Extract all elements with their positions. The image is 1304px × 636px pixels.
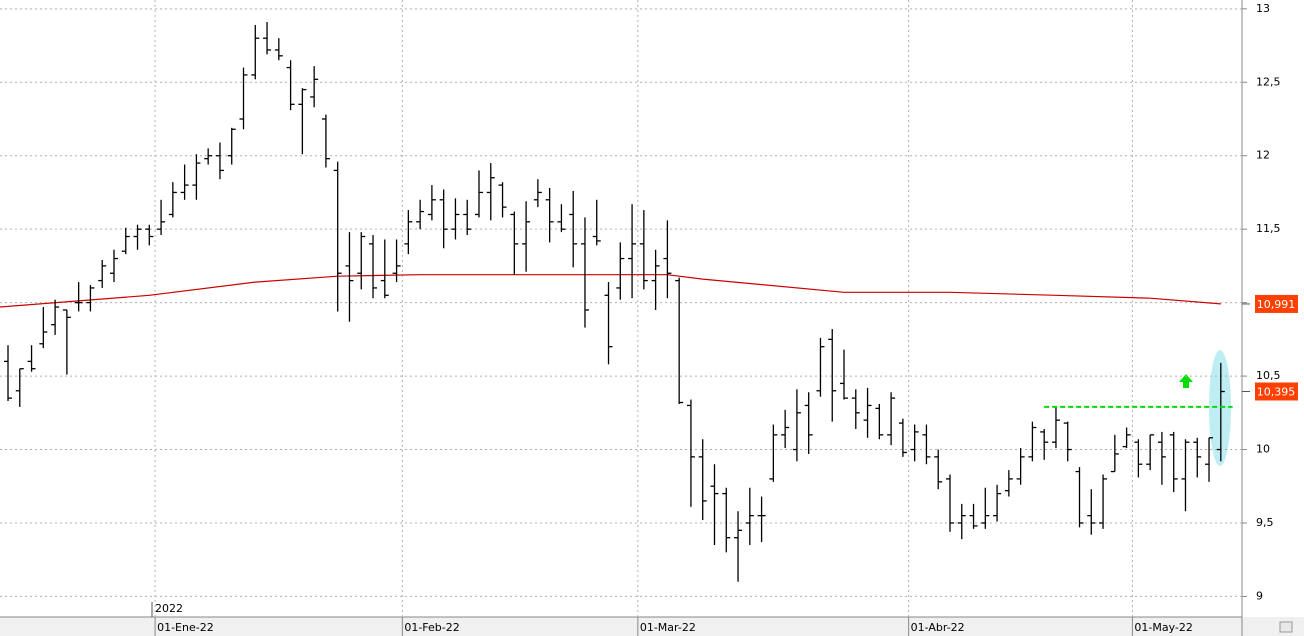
y-tick-label: 12 xyxy=(1256,149,1270,162)
x-tick-label: 01-Feb-22 xyxy=(404,621,459,634)
y-tick-label: 10 xyxy=(1256,443,1270,456)
x-tick-label: 01-Mar-22 xyxy=(640,621,696,634)
y-tick-label: 9 xyxy=(1256,589,1263,602)
price-tag xyxy=(1255,294,1298,313)
corner-icon xyxy=(1279,621,1293,633)
y-tick-label: 12,5 xyxy=(1256,75,1281,88)
y-tick-label: 11,5 xyxy=(1256,222,1281,235)
price-tag-label: 10,991 xyxy=(1257,298,1296,311)
date-strip xyxy=(0,617,1304,636)
price-tag-label: 10,395 xyxy=(1257,386,1296,399)
x-tick-label: 01-Abr-22 xyxy=(911,621,965,634)
moving-average xyxy=(0,274,1221,308)
y-tick-label: 9,5 xyxy=(1256,516,1274,529)
year-label: 2022 xyxy=(155,602,183,615)
x-tick-label: 01-Ene-22 xyxy=(157,621,214,634)
y-tick-label: 10,5 xyxy=(1256,369,1281,382)
y-tick-label: 13 xyxy=(1256,2,1270,15)
x-tick-label: 01-May-22 xyxy=(1134,621,1192,634)
price-tag xyxy=(1255,382,1298,401)
highlight-ellipse xyxy=(1209,350,1231,466)
up-arrow xyxy=(1179,374,1193,388)
